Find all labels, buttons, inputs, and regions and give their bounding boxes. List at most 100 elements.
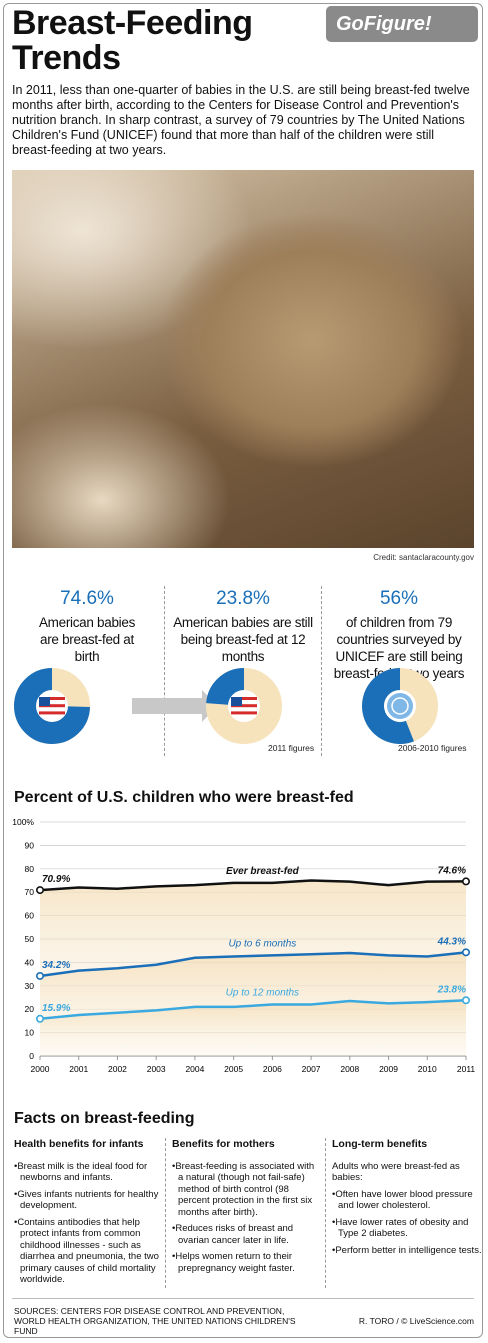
value-label: 70.9% bbox=[42, 874, 70, 885]
photo-credit: Credit: santaclaracounty.gov bbox=[373, 553, 474, 562]
fact-column: Health benefits for infants Breast milk i… bbox=[14, 1138, 164, 1291]
area bbox=[40, 1000, 466, 1056]
intro: In 2011, less than one-quarter of babies… bbox=[12, 83, 470, 157]
y-tick-label: 80 bbox=[25, 864, 35, 874]
stat-value: 56% bbox=[379, 588, 419, 609]
y-tick-label: 70 bbox=[25, 887, 35, 897]
y-tick-label: 100% bbox=[12, 817, 34, 827]
value-label: 44.3% bbox=[437, 936, 466, 947]
x-tick-label: 2006 bbox=[263, 1064, 282, 1074]
title: Breast-Feeding Trends bbox=[12, 4, 253, 77]
fact-item: Helps women return to their prepregnancy… bbox=[172, 1251, 322, 1274]
y-tick-label: 50 bbox=[25, 934, 35, 944]
series-label: Ever breast-fed bbox=[226, 866, 300, 877]
fact-heading: Benefits for mothers bbox=[172, 1138, 275, 1150]
point bbox=[35, 971, 44, 980]
separator bbox=[164, 586, 165, 756]
fact-item: Perform better in intelligence tests. bbox=[332, 1245, 482, 1257]
note: 2006-2010 figures bbox=[398, 743, 467, 753]
stat-title: of children from 79 countries surveyed b… bbox=[333, 615, 465, 681]
stat-value: 23.8% bbox=[216, 588, 270, 609]
stat: 56% of children from 79 countries survey… bbox=[324, 588, 474, 682]
byline: R. TORO / © LiveScience.com bbox=[358, 1316, 474, 1326]
x-tick-label: 2003 bbox=[147, 1064, 166, 1074]
line bbox=[39, 879, 467, 892]
line bbox=[39, 951, 467, 978]
series-label: Up to 12 months bbox=[226, 988, 299, 999]
fact-column: Long-term benefits Adults who were breast… bbox=[332, 1138, 482, 1261]
x-tick-label: 2008 bbox=[340, 1064, 359, 1074]
fact-item: Gives infants nutrients for healthy deve… bbox=[14, 1189, 164, 1212]
separator bbox=[321, 586, 322, 756]
x-tick-label: 2002 bbox=[108, 1064, 127, 1074]
y-tick-label: 10 bbox=[25, 1028, 35, 1038]
flag-stripe bbox=[39, 697, 65, 700]
y-tick-label: 0 bbox=[29, 1051, 34, 1061]
y-tick-label: 90 bbox=[25, 840, 35, 850]
note: 2011 figures bbox=[268, 743, 315, 753]
flag-icon bbox=[231, 697, 257, 715]
stat: 74.6% American babies are breast-fed at … bbox=[12, 588, 162, 665]
fact-item: Breast-feeding is associated with a natu… bbox=[172, 1161, 322, 1219]
point bbox=[35, 886, 44, 895]
x-tick-label: 2011 bbox=[457, 1064, 476, 1074]
fact-heading: Health benefits for infants bbox=[14, 1138, 144, 1150]
fact-item: Contains antibodies that help protect in… bbox=[14, 1217, 164, 1286]
y-tick-label: 30 bbox=[25, 981, 35, 991]
line-chart: 0 10 20 30 40 50 60 70 80 90 100% 2000 2001 2002 2003 2… bbox=[12, 817, 476, 1074]
x-tick-label: 2005 bbox=[224, 1064, 243, 1074]
facts-title: Facts on breast-feeding bbox=[14, 1110, 195, 1127]
fact-item: Often have lower blood pressure and lowe… bbox=[332, 1189, 482, 1212]
flag-stripe bbox=[39, 711, 65, 715]
stat-title: American babies are still being breast-f… bbox=[173, 615, 313, 664]
un-globe bbox=[391, 697, 409, 715]
fact-column: Benefits for mothers Breast-feeding is as… bbox=[172, 1138, 322, 1279]
flag-canton bbox=[231, 697, 242, 706]
sources: SOURCES: CENTERS FOR DISEASE CONTROL AND… bbox=[14, 1306, 296, 1336]
flag-icon bbox=[39, 697, 65, 715]
series-label: Up to 6 months bbox=[228, 938, 296, 949]
pie-slice bbox=[14, 668, 90, 744]
fact-item: Breast milk is the ideal food for newbor… bbox=[14, 1161, 164, 1184]
fact-item: Reduces risks of breast and ovarian canc… bbox=[172, 1223, 322, 1246]
flag-stripe bbox=[231, 697, 257, 700]
fact-intro: Adults who were breast-fed as babies: bbox=[332, 1160, 460, 1184]
point bbox=[35, 1014, 44, 1023]
fact-heading: Long-term benefits bbox=[332, 1138, 428, 1150]
stat-title: American babies are breast-fed at birth bbox=[38, 615, 136, 664]
badge: GoFigure! bbox=[326, 6, 478, 42]
fact-list: Breast-feeding is associated with a natu… bbox=[172, 1161, 322, 1275]
flag-stripe bbox=[231, 704, 257, 708]
y-tick-label: 60 bbox=[25, 911, 35, 921]
separator bbox=[165, 1138, 166, 1288]
x-tick-label: 2001 bbox=[69, 1064, 88, 1074]
un-icon bbox=[387, 693, 413, 719]
line bbox=[39, 999, 467, 1021]
stat-value: 74.6% bbox=[60, 588, 114, 609]
value-label: 23.8% bbox=[437, 984, 466, 995]
point bbox=[461, 948, 470, 957]
pie-row bbox=[14, 668, 438, 744]
arrow bbox=[132, 690, 217, 722]
point bbox=[461, 877, 470, 886]
x-tick-label: 2010 bbox=[418, 1064, 437, 1074]
pie-slice bbox=[362, 668, 414, 744]
photo bbox=[12, 170, 474, 548]
x-tick-label: 2000 bbox=[31, 1064, 50, 1074]
value-label: 74.6% bbox=[438, 865, 466, 876]
fact-item: Have lower rates of obesity and Type 2 d… bbox=[332, 1217, 482, 1240]
fact-list: Often have lower blood pressure and lowe… bbox=[332, 1189, 482, 1257]
frame bbox=[3, 3, 483, 1338]
separator bbox=[325, 1138, 326, 1288]
fact-list: Breast milk is the ideal food for newbor… bbox=[14, 1161, 164, 1286]
value-label: 15.9% bbox=[42, 1003, 70, 1014]
point bbox=[461, 996, 470, 1005]
y-tick-label: 20 bbox=[25, 1004, 35, 1014]
rule bbox=[12, 1298, 474, 1299]
x-tick-label: 2007 bbox=[302, 1064, 321, 1074]
chart-title: Percent of U.S. children who were breast… bbox=[14, 789, 354, 806]
flag-stripe bbox=[231, 711, 257, 715]
x-tick-label: 2004 bbox=[185, 1064, 204, 1074]
y-tick-label: 40 bbox=[25, 957, 35, 967]
